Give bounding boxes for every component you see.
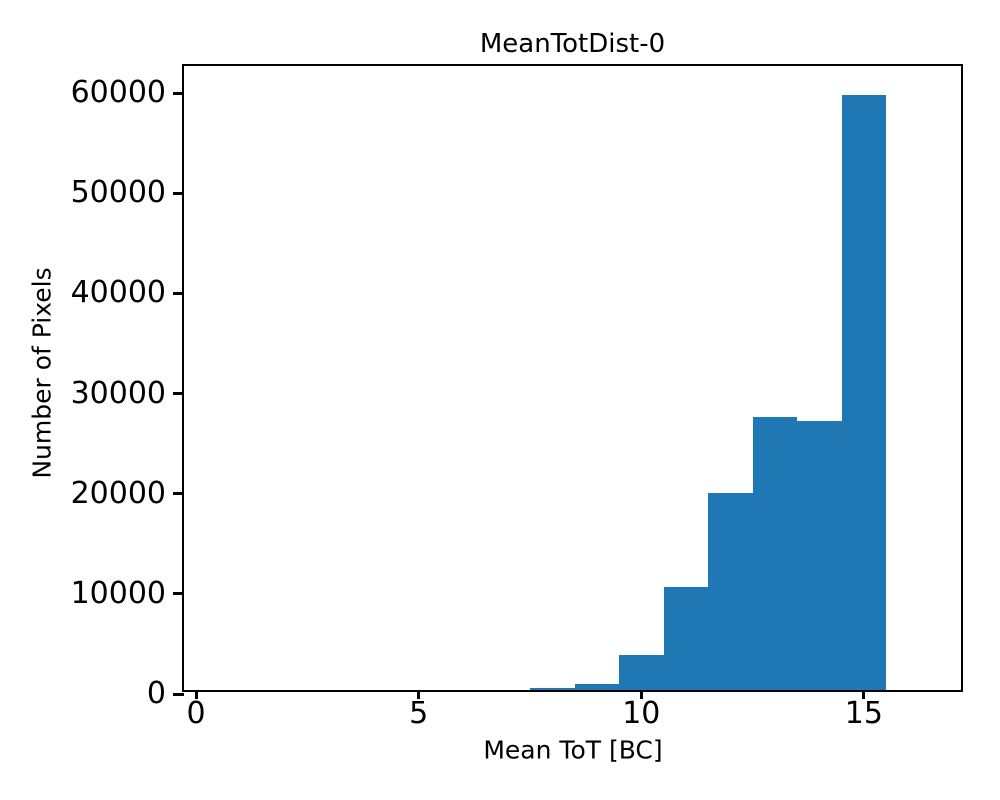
x-tick-mark bbox=[862, 690, 866, 699]
x-tick-mark bbox=[417, 690, 421, 699]
histogram-bar bbox=[841, 94, 887, 690]
y-tick-label: 40000 bbox=[70, 275, 166, 311]
histogram-bar bbox=[619, 654, 664, 690]
histogram-bar bbox=[752, 417, 798, 690]
x-axis-label: Mean ToT [BC] bbox=[483, 735, 663, 765]
y-tick-label: 0 bbox=[146, 676, 166, 711]
y-axis-label: Number of Pixels bbox=[27, 267, 57, 479]
y-tick-mark bbox=[173, 692, 184, 696]
x-tick-label: 10 bbox=[622, 696, 661, 731]
y-tick-mark bbox=[173, 492, 184, 496]
y-tick-label: 10000 bbox=[70, 575, 166, 611]
x-tick-label: 15 bbox=[844, 696, 883, 731]
y-tick-mark bbox=[173, 191, 184, 195]
x-tick-label: 0 bbox=[186, 696, 206, 731]
histogram-bar bbox=[530, 687, 575, 690]
histogram-bar bbox=[663, 586, 709, 690]
x-tick-mark bbox=[194, 690, 198, 699]
plot-area: 0 5 10 15 0 10000 20000 30000 40000 50000 60000 bbox=[71, 64, 963, 729]
y-tick-mark bbox=[173, 291, 184, 295]
chart-title: MeanTotDist-0 bbox=[479, 29, 666, 59]
y-tick-label: 30000 bbox=[70, 375, 166, 411]
y-tick-mark bbox=[173, 91, 184, 95]
histogram-bar bbox=[797, 421, 842, 690]
y-tick-mark bbox=[173, 592, 184, 596]
y-tick-mark bbox=[173, 392, 184, 395]
x-tick-label: 5 bbox=[409, 696, 429, 731]
y-tick-label: 50000 bbox=[70, 175, 166, 211]
histogram-bar bbox=[708, 493, 753, 690]
y-tick-label: 20000 bbox=[70, 475, 166, 511]
x-tick-mark bbox=[639, 690, 643, 699]
y-tick-label: 60000 bbox=[70, 75, 166, 110]
histogram-bar bbox=[574, 683, 619, 690]
